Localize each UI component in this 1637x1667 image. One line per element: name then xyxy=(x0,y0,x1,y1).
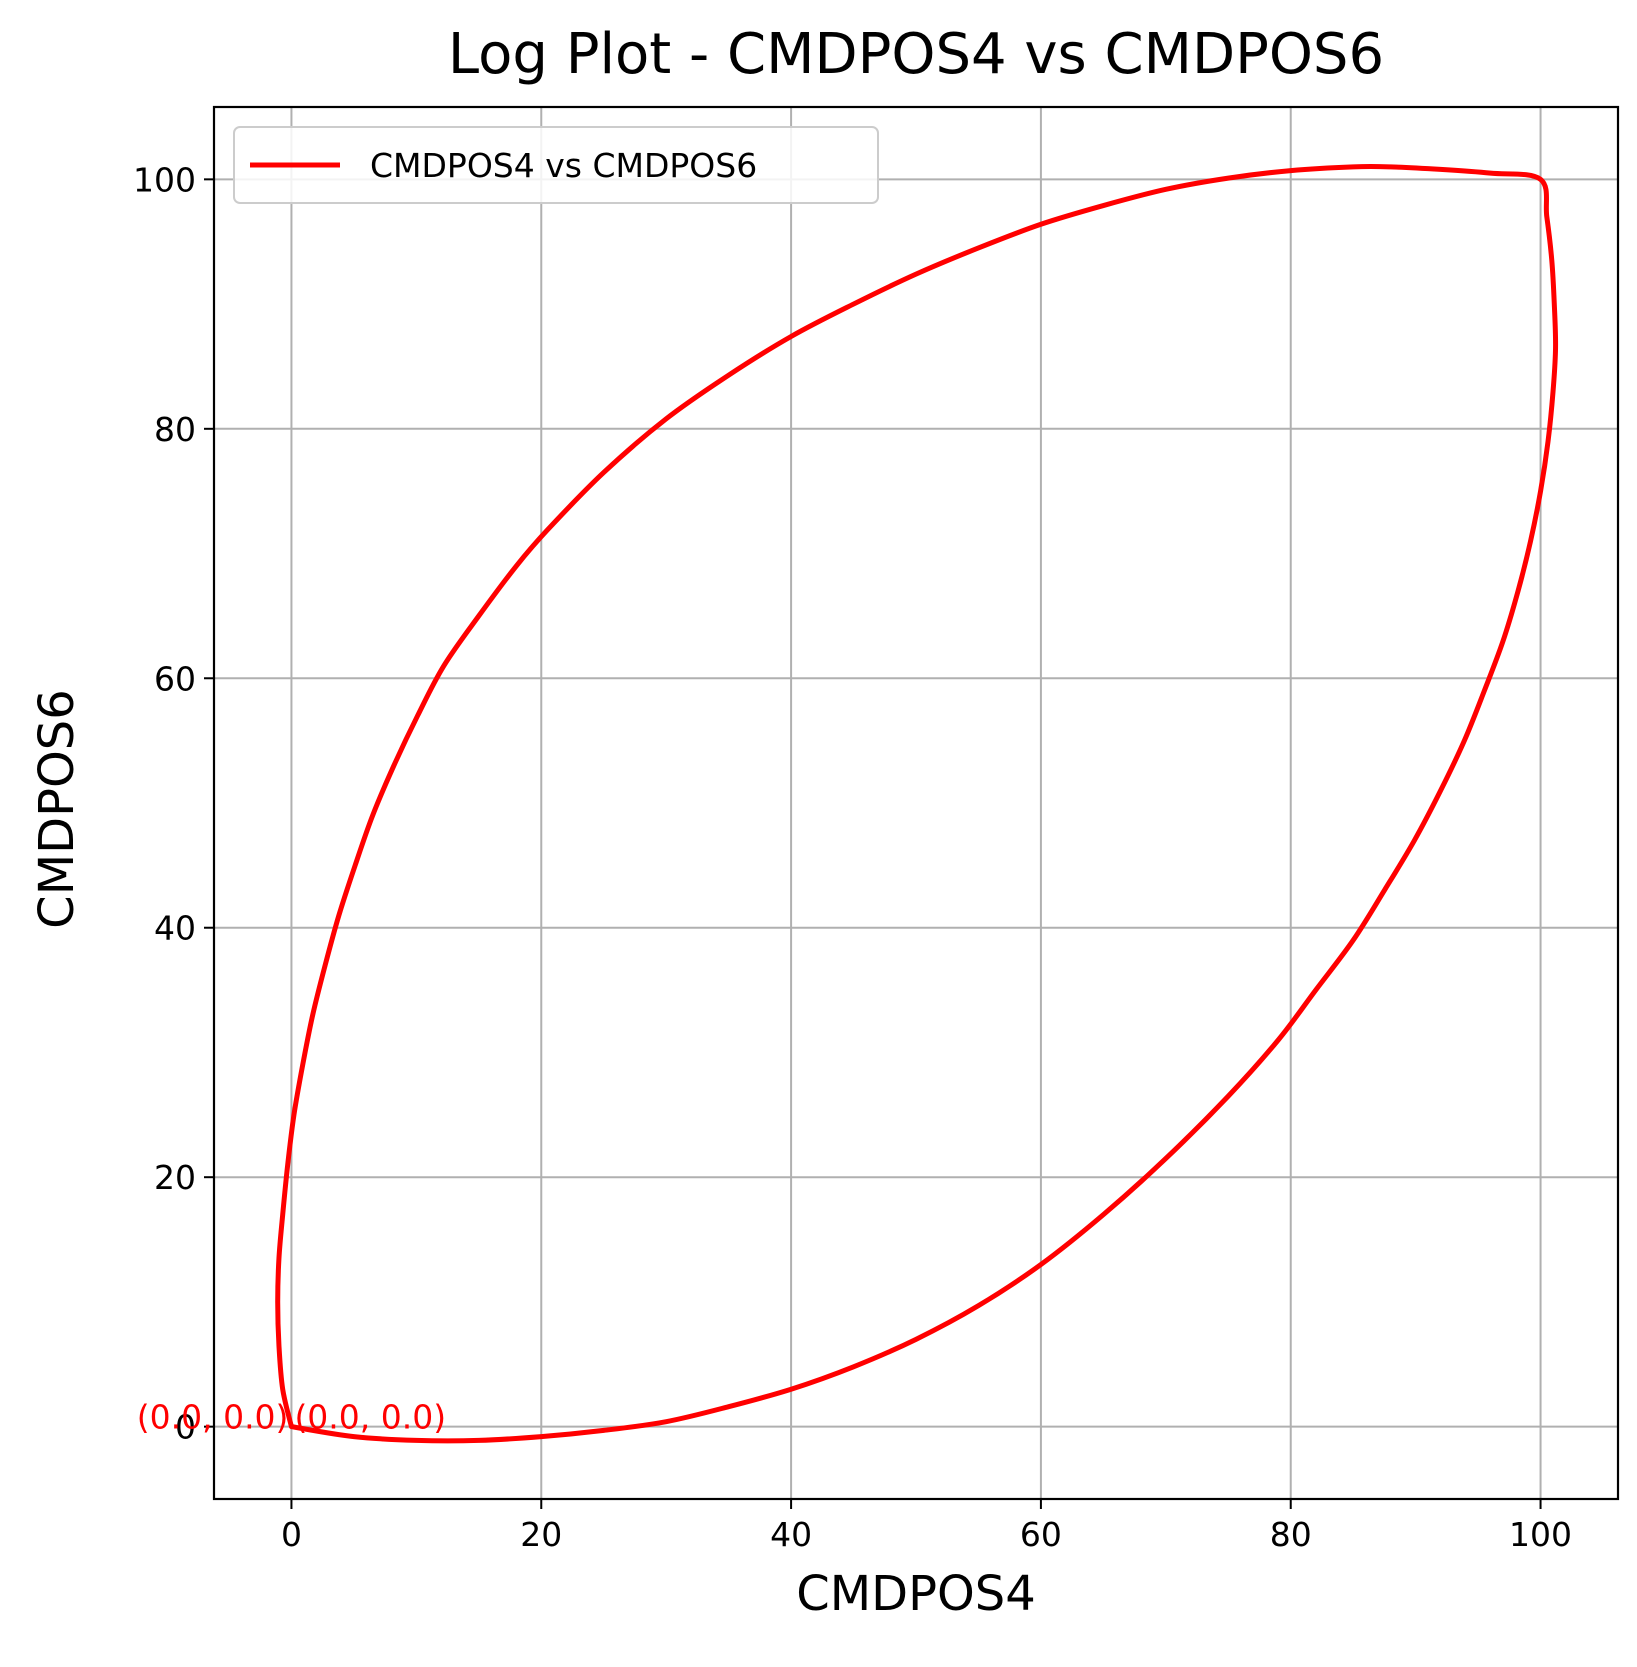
x-tick-label: 40 xyxy=(770,1515,812,1554)
tick-layer: 0 20 40 60 80 100 0 20 40 60 80 100 xyxy=(133,160,1572,1554)
y-tick-label: 100 xyxy=(133,160,196,199)
y-tick-label: 40 xyxy=(154,909,196,948)
axes-frame xyxy=(212,105,1620,1501)
x-tick-label: 60 xyxy=(1020,1515,1062,1554)
x-tick-label: 20 xyxy=(520,1515,562,1554)
point-annotation: (0.0, 0.0) xyxy=(294,1398,446,1437)
series-line xyxy=(275,163,1559,1444)
y-tick-label: 20 xyxy=(154,1158,196,1197)
x-tick-label: 80 xyxy=(1270,1515,1312,1554)
y-tick-label: 0 xyxy=(175,1408,196,1447)
legend-box xyxy=(233,126,879,204)
series-layer xyxy=(275,163,1559,1444)
legend-label: CMDPOS4 vs CMDPOS6 xyxy=(370,146,757,185)
legend: CMDPOS4 vs CMDPOS6 xyxy=(233,126,879,204)
x-tick-label: 100 xyxy=(1509,1515,1572,1554)
x-tick-label: 0 xyxy=(281,1515,302,1554)
y-tick-label: 80 xyxy=(154,410,196,449)
y-tick-label: 60 xyxy=(154,659,196,698)
x-axis-label: CMDPOS4 xyxy=(796,1566,1036,1622)
grid-layer xyxy=(214,107,1618,1499)
point-annotation: (0.0, 0.0) xyxy=(137,1398,289,1437)
annotation-layer: (0.0, 0.0) (0.0, 0.0) xyxy=(137,1398,446,1437)
chart-title: Log Plot - CMDPOS4 vs CMDPOS6 xyxy=(447,22,1385,87)
